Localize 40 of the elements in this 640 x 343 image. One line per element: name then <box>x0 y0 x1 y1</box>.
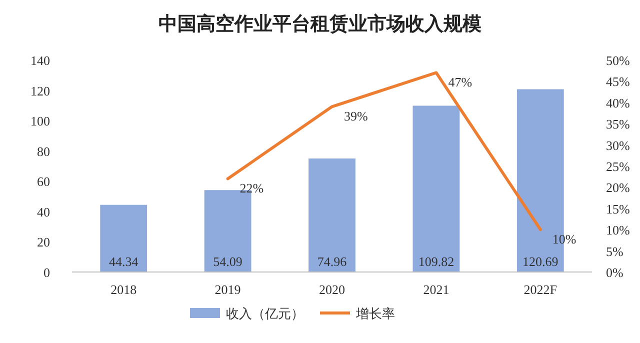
line-series <box>226 71 542 232</box>
y2-tick-label: 45% <box>606 74 630 90</box>
y2-tick-label: 20% <box>606 180 630 196</box>
data-label: 39% <box>344 108 368 124</box>
y-tick-label: 100 <box>30 114 50 129</box>
y-tick-label: 80 <box>37 144 50 159</box>
y2-tick-label: 0% <box>606 265 624 280</box>
legend-label: 收入（亿元） <box>226 306 304 321</box>
data-label: 44.34 <box>108 254 139 269</box>
y2-tick-label: 5% <box>606 244 624 259</box>
data-label: 109.82 <box>418 254 454 269</box>
x-tick-label: 2021 <box>423 282 450 297</box>
y2-tick-label: 40% <box>606 95 630 110</box>
x-tick-label: 2020 <box>319 282 345 297</box>
y2-tick-label: 30% <box>606 138 630 153</box>
y2-tick-label: 35% <box>606 116 630 132</box>
data-label: 47% <box>448 74 472 90</box>
bar <box>412 106 460 272</box>
y-tick-label: 120 <box>30 83 50 98</box>
y-tick-label: 40 <box>37 204 50 220</box>
y2-tick-label: 15% <box>606 201 630 216</box>
x-tick-label: 2018 <box>110 282 137 297</box>
bar <box>308 158 356 272</box>
x-tick-label: 2019 <box>214 282 241 297</box>
y-tick-label: 140 <box>30 53 50 68</box>
legend-label: 增长率 <box>355 306 395 321</box>
bar <box>100 204 148 272</box>
y2-tick-label: 25% <box>606 159 630 174</box>
data-label: 54.09 <box>213 254 242 269</box>
chart-title: 中国高空作业平台租赁业市场收入规模 <box>158 13 482 35</box>
data-label: 120.69 <box>522 254 558 269</box>
data-label: 22% <box>240 180 264 196</box>
y-tick-label: 60 <box>37 174 50 190</box>
y2-tick-label: 50% <box>606 53 630 68</box>
y2-tick-label: 10% <box>606 222 630 238</box>
y-tick-label: 0 <box>44 265 50 280</box>
data-label: 74.96 <box>317 254 348 269</box>
y-tick-label: 20 <box>37 234 50 250</box>
data-label: 10% <box>552 232 576 247</box>
x-tick-label: 2022F <box>524 282 558 297</box>
